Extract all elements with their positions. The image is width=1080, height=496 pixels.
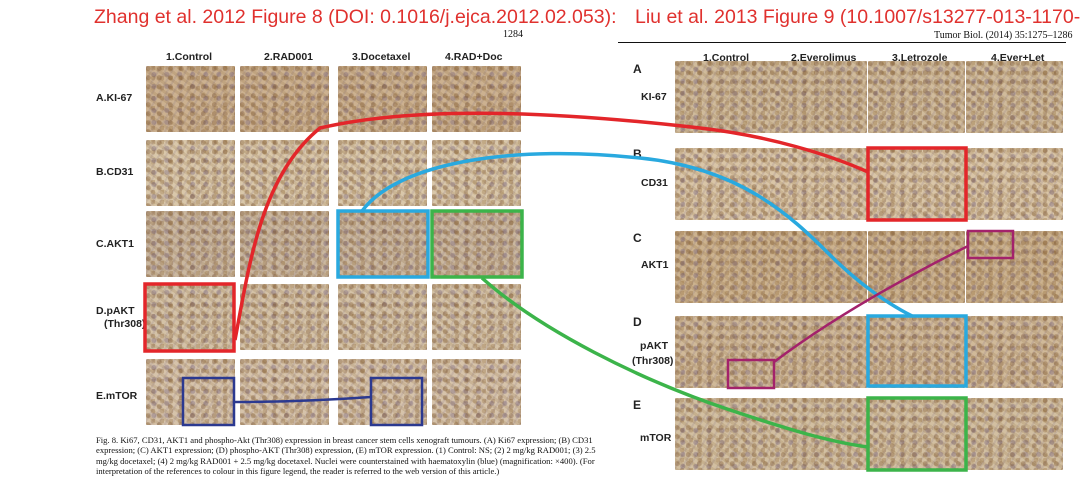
right-row-sublabel-thr308: (Thr308): [632, 355, 674, 367]
left-micrograph-r1-c4: [432, 66, 521, 132]
right-micrograph-r1-c3: [868, 61, 965, 133]
left-row-label-cd31: B.CD31: [96, 166, 134, 178]
left-col-label-2: 2.RAD001: [264, 51, 314, 63]
green-highlight-box-left: [430, 209, 524, 279]
left-micrograph-r4-c3: [338, 284, 427, 350]
page-number: 1284: [503, 29, 523, 40]
left-row-label-mtor: E.mTOR: [96, 390, 138, 402]
left-micrograph-r5-c1: [146, 359, 235, 425]
right-row-letter-e: E: [633, 398, 642, 412]
left-micrograph-r1-c1: [146, 66, 235, 132]
left-row-label-ki67: A.KI-67: [96, 92, 133, 104]
magenta-connector-line: [773, 244, 969, 364]
right-row-label-pakt: pAKT: [640, 340, 668, 352]
right-micrograph-r3-c4: [966, 231, 1063, 303]
blue-highlight-box-left: [336, 209, 430, 279]
left-micrograph-r5-c2: [240, 359, 329, 425]
right-row-label-mtor: mTOR: [640, 432, 672, 444]
navy-connector-line: [233, 395, 372, 404]
journal-reference: Tumor Biol. (2014) 35:1275–1286: [934, 30, 1073, 41]
magenta-highlight-box-bottom: [726, 358, 776, 390]
right-micrograph-r5-c1: [675, 398, 772, 470]
left-micrograph-r4-c1: [146, 284, 235, 350]
right-micrograph-r4-c1: [675, 316, 772, 388]
left-micrograph-r4-c2: [240, 284, 329, 350]
left-micrograph-r3-c1: [146, 211, 235, 277]
red-highlight-box-left: [143, 282, 236, 353]
left-row-label-akt1: C.AKT1: [96, 238, 134, 250]
left-row-label-pakt: D.pAKT: [96, 305, 135, 317]
left-micrograph-r2-c4: [432, 140, 521, 206]
right-row-letter-d: D: [633, 315, 642, 329]
header-rule: [618, 42, 1066, 43]
figure-caption: Fig. 8. Ki67, CD31, AKT1 and phospho-Akt…: [96, 435, 596, 476]
left-micrograph-r2-c1: [146, 140, 235, 206]
right-row-label-cd31: CD31: [641, 177, 668, 189]
right-micrograph-r4-c3: [868, 316, 965, 388]
right-row-label-akt1: AKT1: [641, 259, 669, 271]
left-micrograph-r5-c3: [338, 359, 427, 425]
blue-connector-curve: [360, 151, 913, 318]
left-figure-heading: Zhang et al. 2012 Figure 8 (DOI: 0.1016/…: [94, 6, 617, 28]
left-micrograph-r1-c2: [240, 66, 329, 132]
right-micrograph-r5-c3: [868, 398, 965, 470]
left-micrograph-r5-c4: [432, 359, 521, 425]
right-row-letter-b: B: [633, 147, 642, 161]
right-micrograph-r2-c2: [770, 148, 867, 220]
green-highlight-box-right: [866, 396, 968, 472]
left-col-label-4: 4.RAD+Doc: [445, 51, 503, 63]
right-micrograph-r1-c2: [770, 61, 867, 133]
right-row-label-ki67: KI-67: [641, 91, 667, 103]
right-micrograph-r1-c1: [675, 61, 772, 133]
right-row-letter-c: C: [633, 231, 642, 245]
navy-highlight-box-right: [369, 376, 424, 427]
left-col-label-3: 3.Docetaxel: [352, 51, 411, 63]
right-micrograph-r5-c4: [966, 398, 1063, 470]
left-micrograph-r3-c4: [432, 211, 521, 277]
left-row-sublabel-thr308: (Thr308): [104, 318, 146, 330]
magenta-highlight-box-top: [966, 229, 1015, 260]
navy-highlight-box-left: [181, 376, 236, 427]
right-micrograph-r2-c4: [966, 148, 1063, 220]
right-figure-heading: Liu et al. 2013 Figure 9 (10.1007/s13277…: [635, 6, 1080, 28]
blue-highlight-box-right: [866, 314, 968, 388]
left-col-label-1: 1.Control: [166, 51, 213, 63]
right-micrograph-r5-c2: [770, 398, 867, 470]
right-micrograph-r1-c4: [966, 61, 1063, 133]
right-micrograph-r3-c1: [675, 231, 772, 303]
red-connector-curve: [233, 111, 869, 341]
left-micrograph-r4-c4: [432, 284, 521, 350]
right-micrograph-r2-c1: [675, 148, 772, 220]
left-micrograph-r3-c3: [338, 211, 427, 277]
right-row-letter-a: A: [633, 62, 642, 76]
green-connector-curve: [480, 276, 869, 449]
right-micrograph-r2-c3: [868, 148, 965, 220]
right-micrograph-r4-c4: [966, 316, 1063, 388]
left-micrograph-r2-c3: [338, 140, 427, 206]
red-highlight-box-right: [866, 146, 968, 222]
